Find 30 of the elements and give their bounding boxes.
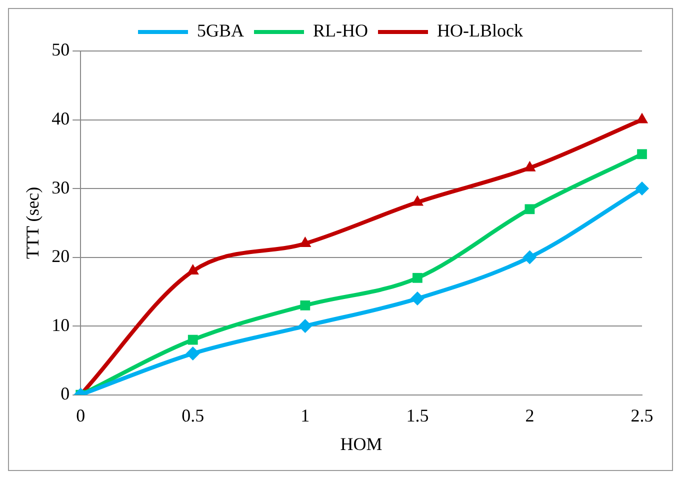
point — [188, 334, 198, 345]
y-tick-label: 40 — [52, 108, 70, 128]
x-tick-label: 0 — [76, 405, 86, 426]
point — [522, 250, 537, 264]
y-tick-label: 20 — [52, 246, 70, 266]
point — [524, 204, 535, 214]
point — [637, 149, 647, 160]
x-tick-label: 1.5 — [406, 405, 429, 426]
x-tick-label: 2.5 — [630, 405, 654, 426]
point — [410, 292, 424, 306]
x-axis-title: HOM — [340, 434, 382, 454]
y-tick-label: 10 — [52, 314, 70, 335]
point — [299, 236, 312, 248]
point — [411, 195, 424, 206]
point — [186, 346, 200, 361]
point — [412, 272, 422, 283]
y-tick-label: 0 — [60, 384, 70, 404]
point — [300, 300, 310, 310]
x-tick-label: 1 — [300, 405, 310, 426]
y-axis-title: TTT (sec) — [22, 186, 43, 259]
legend-label: RL-HO — [313, 20, 368, 41]
point — [298, 319, 312, 334]
y-tick-label: 30 — [52, 177, 70, 198]
x-tick-label: 0.5 — [182, 405, 204, 426]
point — [186, 264, 199, 275]
y-tick-label: 50 — [52, 40, 70, 60]
x-tick-label: 2 — [525, 405, 534, 426]
point — [635, 182, 649, 196]
legend-label: HO-LBlock — [437, 20, 523, 41]
legend-label: 5GBA — [197, 20, 244, 41]
